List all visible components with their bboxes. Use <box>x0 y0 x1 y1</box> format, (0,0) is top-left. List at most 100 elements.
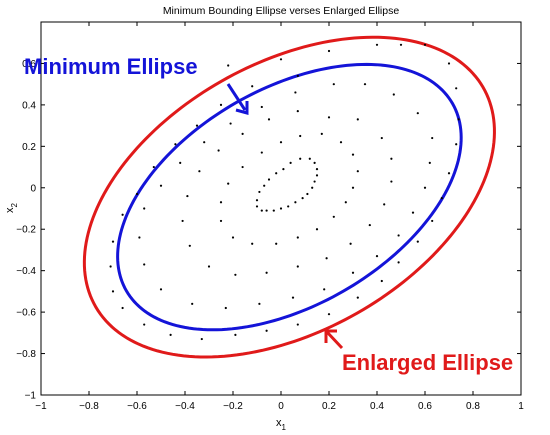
data-point <box>291 296 295 299</box>
data-point <box>282 168 285 171</box>
data-point <box>411 211 415 214</box>
data-point <box>260 209 263 212</box>
data-point <box>349 242 352 245</box>
data-point <box>135 192 139 196</box>
data-point <box>279 58 283 61</box>
data-point <box>431 219 434 223</box>
data-point <box>440 197 443 200</box>
data-point <box>313 180 316 183</box>
x-axis-label: x1 <box>276 417 287 432</box>
chart-title: Minimum Bounding Ellipse verses Enlarged… <box>163 5 400 17</box>
data-point <box>138 236 141 239</box>
data-point <box>399 43 403 46</box>
data-point <box>356 296 359 299</box>
data-point <box>455 143 458 146</box>
data-point <box>181 219 184 223</box>
x-tick-label: 0.8 <box>466 401 480 412</box>
x-tick-label: −1 <box>35 401 47 412</box>
x-tick-label: 0 <box>278 401 284 412</box>
data-point <box>255 199 259 202</box>
data-point <box>169 333 172 337</box>
data-point <box>219 103 223 106</box>
data-point <box>356 170 359 173</box>
y-tick-label: −0.2 <box>16 225 36 236</box>
data-point <box>294 201 297 204</box>
data-point <box>267 178 271 181</box>
data-point <box>287 205 290 208</box>
x-tick-label: 0.6 <box>418 401 432 412</box>
data-point <box>315 174 319 177</box>
data-point <box>195 124 199 127</box>
data-point <box>258 190 261 194</box>
data-point <box>191 302 194 305</box>
data-point <box>423 186 427 189</box>
data-point <box>263 184 266 187</box>
data-point <box>313 161 316 165</box>
data-point <box>447 172 451 175</box>
data-point <box>241 165 244 169</box>
data-point <box>431 136 434 140</box>
data-point <box>198 170 201 173</box>
data-point <box>416 112 419 115</box>
y-axis-label-main: x <box>4 207 16 213</box>
data-point <box>272 209 275 212</box>
y-tick-label: −1 <box>25 391 37 402</box>
data-point <box>383 203 386 206</box>
data-point <box>368 223 371 227</box>
data-point <box>265 209 268 212</box>
data-point <box>200 337 203 341</box>
data-point <box>351 186 355 189</box>
minimum-ellipse-arrow <box>226 83 249 115</box>
data-point <box>251 85 254 88</box>
data-point <box>457 118 460 121</box>
data-point <box>121 213 124 216</box>
axis-ticks-layer: −1 −0.8 −0.6 −0.4 −0.2 0 0.2 0.4 0.6 0.8 1 −1 −0.8 −0… <box>16 22 524 412</box>
x-tick-label: −0.4 <box>175 401 195 412</box>
data-point <box>315 168 319 171</box>
data-point <box>241 132 244 135</box>
data-point <box>323 288 326 291</box>
y-tick-label: 0.4 <box>22 100 36 111</box>
data-point <box>327 313 331 316</box>
data-point <box>219 201 223 204</box>
data-point <box>416 240 419 243</box>
data-point <box>447 62 451 65</box>
data-point <box>375 255 379 258</box>
x-axis-label-sub: 1 <box>282 423 287 432</box>
data-point <box>390 157 393 160</box>
data-point <box>275 242 278 245</box>
data-point <box>267 118 271 121</box>
data-point <box>143 263 146 266</box>
data-point <box>229 122 232 125</box>
data-point <box>299 157 302 160</box>
x-tick-label: 0.2 <box>322 401 336 412</box>
data-point <box>174 143 177 146</box>
minimum-ellipse-annotation: Minimum Ellipse <box>24 54 198 79</box>
data-point <box>308 157 311 160</box>
data-point <box>227 64 230 67</box>
data-point <box>455 87 458 90</box>
data-point <box>296 110 299 113</box>
data-point <box>299 134 302 138</box>
data-point <box>296 236 299 239</box>
data-point <box>275 172 278 175</box>
data-point <box>188 244 191 247</box>
x-tick-label: 0.4 <box>370 401 384 412</box>
x-axis-label-main: x <box>276 417 282 429</box>
data-point <box>251 242 254 245</box>
y-tick-label: −0.8 <box>16 349 36 360</box>
data-point <box>234 273 237 276</box>
data-point <box>332 83 335 86</box>
data-point <box>351 153 355 156</box>
data-point <box>179 161 182 165</box>
data-point <box>296 265 299 268</box>
x-tick-label: −0.2 <box>223 401 243 412</box>
data-point <box>234 333 237 337</box>
data-point <box>332 215 335 218</box>
data-point <box>289 161 292 165</box>
data-point <box>203 141 206 144</box>
data-point <box>351 271 355 274</box>
minimum-ellipse-curve <box>116 62 463 332</box>
data-point <box>363 83 367 86</box>
